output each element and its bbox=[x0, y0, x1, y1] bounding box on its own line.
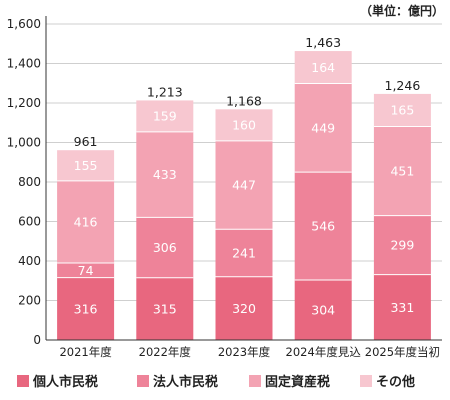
segment-value-label: 320 bbox=[232, 301, 256, 316]
unit-label: （単位：億円） bbox=[360, 3, 444, 18]
segment-value-label: 304 bbox=[311, 302, 335, 317]
legend-label: 固定資産税 bbox=[265, 374, 330, 390]
total-value-label: 961 bbox=[74, 134, 98, 149]
y-tick-label: 1,600 bbox=[7, 17, 41, 31]
bar-segment bbox=[57, 180, 115, 263]
axes: 0 200 400 600 800 1,000 1,200 1,400 1,600 2021年度 2… bbox=[7, 16, 442, 359]
bar-segment bbox=[136, 217, 194, 278]
segment-value-label: 159 bbox=[153, 109, 177, 124]
segment-value-label: 315 bbox=[153, 301, 177, 316]
legend-label: 個人市民税 bbox=[32, 374, 98, 390]
x-category-label: 2021年度 bbox=[59, 345, 112, 359]
x-category-label: 2024年度見込 bbox=[286, 345, 362, 359]
bar-segment bbox=[294, 83, 352, 173]
segment-value-label: 165 bbox=[390, 103, 414, 118]
segment-value-label: 74 bbox=[78, 263, 94, 278]
y-tick-label: 600 bbox=[18, 215, 41, 229]
segment-value-label: 449 bbox=[311, 120, 335, 135]
total-value-label: 1,463 bbox=[305, 35, 341, 50]
y-tick-label: 1,400 bbox=[7, 57, 41, 71]
legend-swatch bbox=[137, 375, 149, 387]
segment-value-label: 241 bbox=[232, 246, 256, 261]
segment-value-label: 316 bbox=[74, 301, 98, 316]
segment-value-label: 546 bbox=[311, 219, 335, 234]
segment-value-label: 447 bbox=[232, 178, 256, 193]
legend-swatch bbox=[17, 375, 29, 387]
bar-segment bbox=[136, 131, 194, 218]
bar-segment bbox=[215, 276, 273, 340]
segment-value-label: 160 bbox=[232, 118, 256, 133]
bar-segment bbox=[294, 279, 352, 340]
bar-segment bbox=[57, 262, 115, 278]
bar-segment bbox=[136, 100, 194, 132]
bar-segment bbox=[136, 277, 194, 340]
segment-value-label: 299 bbox=[390, 238, 414, 253]
segment-value-label: 306 bbox=[153, 240, 177, 255]
x-category-label: 2025年度当初 bbox=[365, 345, 440, 359]
bar-segment bbox=[57, 277, 115, 340]
bar-segment bbox=[215, 109, 273, 141]
y-tick-label: 0 bbox=[33, 333, 41, 347]
legend-label: 法人市民税 bbox=[153, 374, 218, 390]
legend-label: その他 bbox=[376, 374, 415, 390]
bar-segment bbox=[373, 126, 431, 216]
legend: 個人市民税 法人市民税 固定資産税 その他 bbox=[17, 374, 415, 390]
total-value-label: 1,213 bbox=[147, 84, 183, 99]
bars: 316 74 416 155 961 315 306 433 159 1,213 320 241 447… bbox=[57, 35, 431, 340]
segment-value-label: 155 bbox=[74, 158, 98, 173]
bar-segment bbox=[373, 274, 431, 340]
segment-value-label: 331 bbox=[390, 300, 414, 315]
bar-segment bbox=[373, 93, 431, 127]
bar-segment bbox=[373, 215, 431, 275]
bar-segment bbox=[294, 51, 352, 84]
legend-swatch bbox=[249, 375, 261, 387]
x-category-label: 2022年度 bbox=[139, 345, 192, 359]
legend-swatch bbox=[360, 375, 372, 387]
segment-value-label: 451 bbox=[390, 164, 414, 179]
bar-segment bbox=[294, 172, 352, 280]
y-tick-label: 800 bbox=[18, 175, 41, 189]
total-value-label: 1,168 bbox=[226, 93, 262, 108]
x-category-label: 2023年度 bbox=[218, 345, 271, 359]
segment-value-label: 433 bbox=[153, 167, 177, 182]
y-tick-label: 200 bbox=[18, 294, 41, 308]
bar-segment bbox=[57, 150, 115, 181]
y-tick-label: 400 bbox=[18, 254, 41, 268]
segment-value-label: 164 bbox=[311, 60, 335, 75]
y-tick-label: 1,000 bbox=[7, 136, 41, 150]
segment-value-label: 416 bbox=[74, 214, 98, 229]
y-tick-label: 1,200 bbox=[7, 96, 41, 110]
total-value-label: 1,246 bbox=[385, 78, 421, 93]
bar-segment bbox=[215, 140, 273, 230]
bar-segment bbox=[215, 229, 273, 277]
